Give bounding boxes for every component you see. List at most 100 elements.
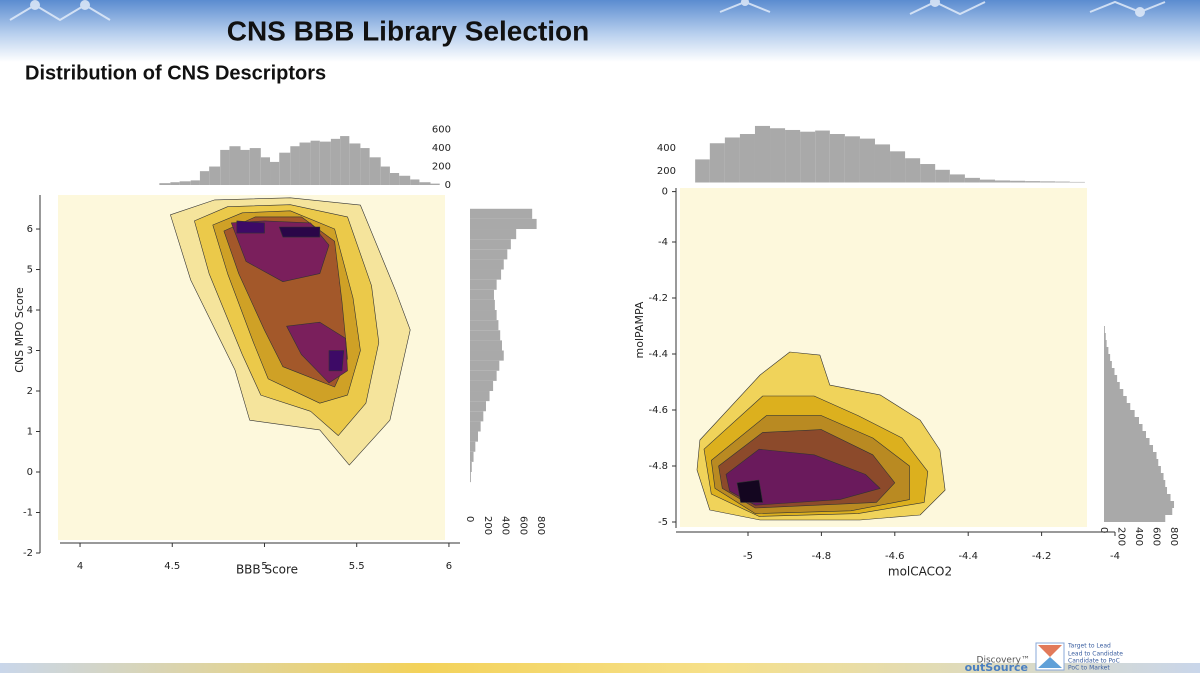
right-histogram-bar <box>470 451 474 462</box>
right-histogram-tick-label: 600 <box>517 516 528 535</box>
x-tick-label: -4.2 <box>1032 551 1052 562</box>
x-tick-label: 6 <box>446 561 452 572</box>
right-histogram-bar <box>1104 382 1120 389</box>
top-histogram-bar <box>380 166 390 185</box>
y-tick-label: -5 <box>658 517 668 528</box>
y-tick-label: -4 <box>658 237 668 248</box>
top-histogram-bar <box>290 146 300 185</box>
y-tick-label: 2 <box>27 386 33 397</box>
right-histogram-tick-label: 400 <box>1133 527 1144 546</box>
footer-band <box>0 663 1200 673</box>
right-histogram-bar <box>1104 389 1124 396</box>
top-histogram-bar <box>935 169 950 183</box>
top-histogram-bar <box>1010 180 1026 183</box>
top-histogram-bar <box>369 157 381 185</box>
right-histogram-bar <box>470 249 508 260</box>
right-histogram-tick-label: 800 <box>535 516 546 535</box>
top-histogram-bar <box>994 180 1011 183</box>
right-histogram-tick-label: 0 <box>464 516 475 522</box>
top-histogram-bar <box>785 129 801 183</box>
top-histogram-bar <box>964 177 980 183</box>
y-tick-label: 0 <box>662 187 668 198</box>
top-histogram-tick-label: 400 <box>657 143 676 154</box>
top-histogram-bar <box>859 138 875 183</box>
density-contour <box>736 479 763 503</box>
y-tick-label: -1 <box>23 508 33 519</box>
top-histogram-bar <box>240 149 250 185</box>
top-histogram-bar <box>1025 181 1041 183</box>
top-histogram-bar <box>310 140 320 185</box>
x-tick-label: 4 <box>77 561 83 572</box>
right-histogram-bar <box>470 310 497 321</box>
tagline: Target to Lead <box>1067 643 1111 650</box>
right-histogram-bar <box>1104 347 1109 354</box>
right-histogram-bar <box>1104 515 1166 522</box>
y-tick-label: -4.6 <box>648 405 668 416</box>
density-contour <box>236 220 265 234</box>
header-band <box>0 0 1200 62</box>
y-tick-label: -4.4 <box>648 349 668 360</box>
right-histogram-bar <box>1104 375 1118 382</box>
tagline: PoC to Market <box>1068 665 1110 672</box>
y-tick-label: 6 <box>27 224 33 235</box>
top-histogram-bar <box>1069 181 1085 183</box>
top-histogram-bar <box>890 151 906 183</box>
top-histogram-bar <box>1055 181 1070 183</box>
right-histogram-bar <box>470 289 494 300</box>
right-histogram-bar <box>1104 473 1164 480</box>
x-tick-label: -4.8 <box>812 551 832 562</box>
top-histogram-bar <box>220 149 230 185</box>
right-histogram-bar <box>470 208 533 219</box>
top-histogram-bar <box>905 158 921 183</box>
right-histogram-bar <box>470 279 497 290</box>
top-histogram-bar <box>360 148 370 185</box>
right-histogram-tick-label: 400 <box>500 516 511 535</box>
right-histogram-tick-label: 200 <box>1116 527 1127 546</box>
right-histogram-bar <box>1104 494 1171 501</box>
top-histogram-bar <box>739 134 755 183</box>
top-histogram-bar <box>389 173 400 185</box>
top-histogram-bar <box>340 136 350 185</box>
x-tick-label: 4.5 <box>164 561 180 572</box>
right-histogram-bar <box>1104 501 1175 508</box>
tagline: Lead to Candidate <box>1068 651 1123 658</box>
right-histogram-bar <box>1104 368 1115 375</box>
x-tick-label: -5 <box>743 551 753 562</box>
right-histogram-bar <box>1104 396 1127 403</box>
top-histogram-tick-label: 200 <box>432 162 451 173</box>
top-histogram-bar <box>349 143 361 185</box>
top-histogram-bar <box>874 144 891 183</box>
top-histogram-bar <box>190 180 200 185</box>
right-histogram-bar <box>1104 466 1161 473</box>
y-tick-label: -4.2 <box>648 293 668 304</box>
right-histogram-tick-label: 600 <box>1151 527 1162 546</box>
right-histogram-bar <box>470 269 502 280</box>
right-histogram-bar <box>1104 487 1168 494</box>
top-histogram-bar <box>299 142 311 185</box>
x-tick-label: 5 <box>261 561 267 572</box>
right-histogram-bar <box>470 218 537 230</box>
right-histogram-bar <box>470 350 504 361</box>
top-histogram-tick-label: 400 <box>432 143 451 154</box>
y-tick-label: 4 <box>27 305 33 316</box>
right-histogram-bar <box>470 461 472 473</box>
right-histogram-bar <box>1104 361 1112 368</box>
density-contour <box>328 350 345 372</box>
right-histogram-bar <box>470 441 476 452</box>
right-histogram-bar <box>1104 354 1111 361</box>
y-tick-label: 0 <box>27 467 33 478</box>
density-contour <box>278 226 321 238</box>
y-tick-label: 1 <box>27 427 33 438</box>
top-histogram-bar <box>170 182 180 185</box>
y-tick-label: -4.8 <box>648 461 668 472</box>
top-histogram-bar <box>179 181 191 185</box>
x-tick-label: -4.6 <box>885 551 905 562</box>
y-axis-title: CNS MPO Score <box>13 287 26 373</box>
right-histogram-bar <box>1104 508 1173 515</box>
top-histogram-bar <box>709 143 725 183</box>
right-histogram-bar <box>1104 326 1105 333</box>
top-histogram-bar <box>199 171 210 185</box>
top-histogram-tick-label: 0 <box>445 180 451 191</box>
right-histogram-bar <box>1104 445 1154 452</box>
